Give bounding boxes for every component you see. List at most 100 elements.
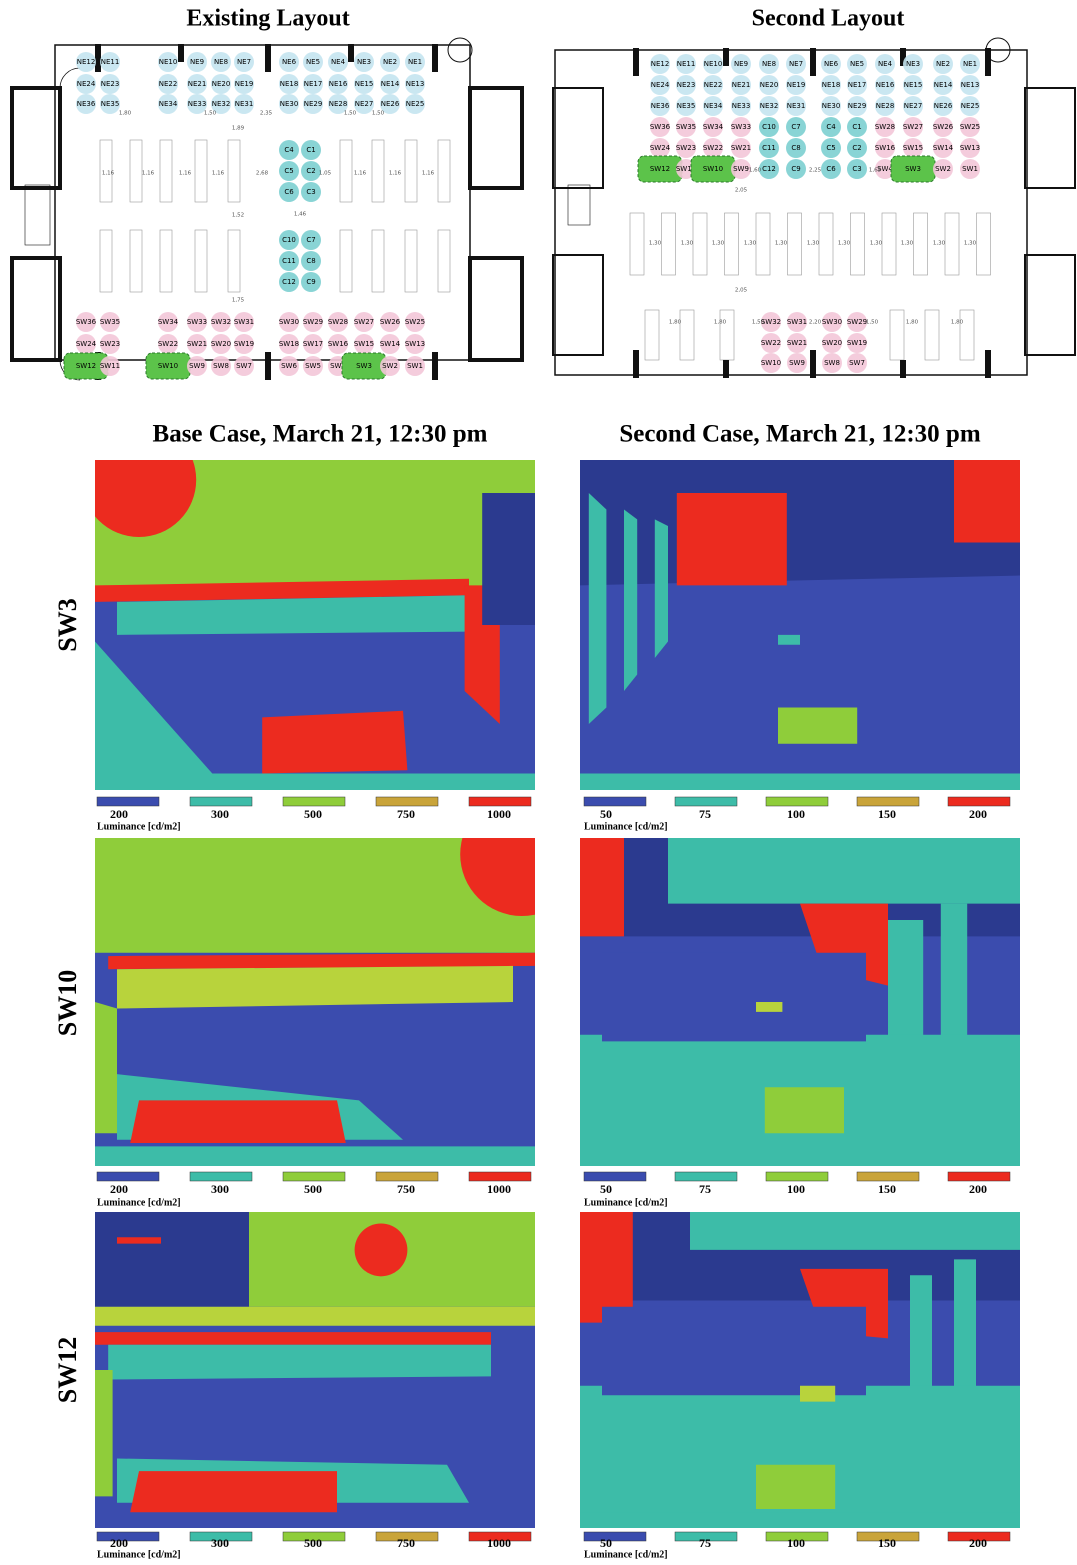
table [437,139,451,203]
render-region [756,1002,783,1012]
dimension-label: 1,80 [951,320,964,326]
legend-value: 100 [787,807,805,821]
seat-label: C7 [306,236,315,244]
seat-label: SW30 [279,318,299,326]
legend-swatch [96,796,160,807]
seat [786,138,806,158]
seat-label: SW8 [213,362,229,370]
seat-label: SW15 [354,340,374,348]
seat [822,333,842,353]
render-region [130,1100,346,1144]
seat [933,159,953,179]
seat-label: C12 [762,165,776,173]
table [99,139,113,203]
seat-label: NE32 [212,100,231,108]
legend-label: Luminance [cd/m2] [584,821,668,832]
seat-label: SW1 [407,362,423,370]
legend-value: 750 [397,1182,415,1196]
seat [303,74,323,94]
seat-label: NE1 [963,60,977,68]
legend-value: 750 [397,1536,415,1550]
seat [875,96,895,116]
legend-value: 50 [600,1536,612,1550]
seat [821,117,841,137]
render-region [95,838,535,953]
legend-value: 300 [211,807,229,821]
seat-label: C11 [282,257,296,265]
dimension-label: 2,05 [735,188,748,194]
legend-value: 200 [110,1182,128,1196]
seat [903,96,923,116]
seat [303,94,323,114]
seat [328,52,348,72]
seat-label: C11 [762,144,776,152]
seat-label: NE22 [704,81,723,89]
seat-label: NE8 [214,58,228,66]
legend-swatch [856,1171,920,1182]
dimension-label: 2,25 [809,168,822,174]
seat [354,334,374,354]
render-region [580,1512,1020,1528]
seat [676,117,696,137]
seat [703,75,723,95]
table [661,212,676,276]
seat [875,117,895,137]
render-region [95,1212,249,1307]
seat [650,117,670,137]
table [787,212,802,276]
seat-label: SW4 [330,362,346,370]
render-region [130,1471,337,1513]
seat-label: NE23 [101,80,120,88]
seat [100,312,120,332]
seat-label: NE34 [159,100,178,108]
legend-value: 50 [600,807,612,821]
legend-value: 200 [969,807,987,821]
seat-label: NE18 [822,81,841,89]
legend-value: 75 [699,807,711,821]
seat [234,334,254,354]
render-region [778,707,858,744]
seat [279,272,299,292]
render-region [654,519,668,658]
seat-label: NE8 [762,60,776,68]
seat [759,96,779,116]
seat-label: NE4 [878,60,893,68]
legend-swatch [674,1531,738,1542]
render-region [95,1370,113,1497]
render-region [108,1344,491,1380]
seat-label: C9 [306,278,315,286]
seat-label: SW2 [382,362,398,370]
render-region [624,509,638,691]
seat [960,96,980,116]
seat-label: SW23 [100,340,120,348]
seat [703,138,723,158]
seat-label: NE6 [824,60,839,68]
seat-label: NE32 [760,102,779,110]
seat-label: SW27 [354,318,374,326]
dimension-label: 1,16 [422,171,435,177]
seat-label: SW24 [650,144,671,152]
seat-label: NE30 [822,102,841,110]
seat [279,161,299,181]
render-region [95,1146,535,1166]
dimension-label: 1,46 [294,212,307,218]
seat [187,356,207,376]
seat [759,75,779,95]
seat-label: C1 [306,146,315,154]
seat [761,312,781,332]
seat [158,334,178,354]
seat [676,54,696,74]
table [371,229,385,293]
floor-plan [10,37,1076,381]
seat [933,54,953,74]
render-region [95,641,227,790]
seat [847,75,867,95]
table [339,229,353,293]
seat-label: NE20 [760,81,779,89]
seat [279,312,299,332]
seat [650,75,670,95]
seating-plan: NE12 NE11 NE10 NE9 NE8 NE7 NE6 NE5 NE4 NE3 NE2 NE1 N… [637,54,980,373]
seat-label: SW34 [158,318,179,326]
seat [405,334,425,354]
seat [187,334,207,354]
